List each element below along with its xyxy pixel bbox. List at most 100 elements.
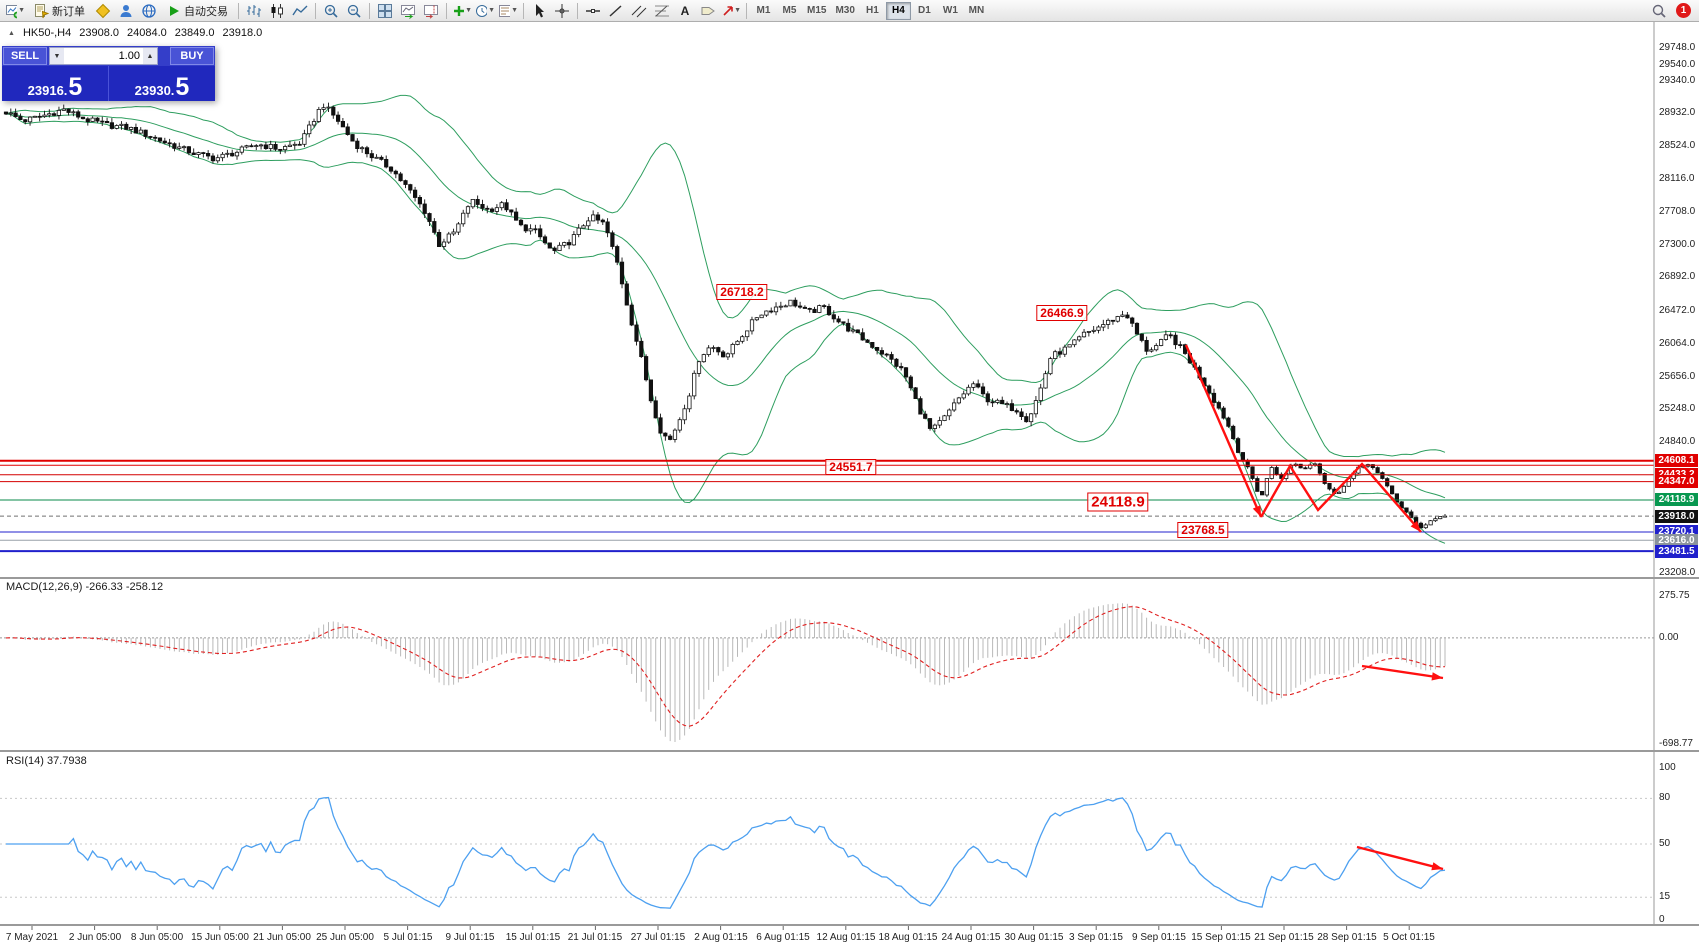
- community-icon[interactable]: [138, 1, 160, 21]
- bar-chart-mode-icon[interactable]: [243, 1, 265, 21]
- dropdown-caret-icon: ▼: [465, 7, 472, 14]
- indicators-button[interactable]: ▼: [451, 1, 473, 21]
- fibonacci-tool-icon[interactable]: [651, 1, 673, 21]
- equidistant-channel-tool-icon[interactable]: [628, 1, 650, 21]
- dropdown-caret-icon: ▼: [734, 7, 741, 14]
- timeframe-w1-button[interactable]: W1: [938, 2, 963, 20]
- trend-arrow-line: [1356, 845, 1444, 871]
- trade-prices-row: 23916. 5 23930. 5: [2, 66, 215, 101]
- label-tool-icon[interactable]: [697, 1, 719, 21]
- templates-button[interactable]: ▼: [497, 1, 519, 21]
- trend-arrow-head: [1410, 520, 1421, 532]
- play-icon: [170, 5, 179, 16]
- favorites-icon[interactable]: [92, 1, 114, 21]
- sell-button[interactable]: SELL: [3, 47, 47, 65]
- trend-arrow-line: [1361, 664, 1444, 680]
- search-icon[interactable]: [1648, 1, 1670, 21]
- sell-price[interactable]: 23916. 5: [2, 66, 109, 101]
- sell-price-big-digit: 5: [68, 73, 83, 101]
- candles-layer[interactable]: [3, 102, 1448, 529]
- toolbar-separator: [238, 2, 239, 19]
- trade-controls-row: SELL ▼ ▲ BUY: [2, 46, 215, 66]
- auto-scroll-icon[interactable]: [397, 1, 419, 21]
- new-order-label: 新订单: [52, 5, 85, 18]
- zoom-out-icon[interactable]: [343, 1, 365, 21]
- symbol-period-label: HK50-,H4: [22, 27, 72, 39]
- pane-dividers-layer[interactable]: [0, 22, 1699, 930]
- one-click-trading-panel: SELL ▼ ▲ BUY 23916. 5 23930. 5: [2, 46, 215, 101]
- macd-signal-line: [5, 606, 1446, 727]
- trend-arrow-line: [1259, 462, 1422, 533]
- trend-arrow-head: [1431, 672, 1443, 681]
- zoom-in-icon[interactable]: [320, 1, 342, 21]
- symbol-marker-icon: ▲: [8, 29, 15, 37]
- periods-button[interactable]: ▼: [474, 1, 496, 21]
- arrow-objects-button[interactable]: ▼: [720, 1, 742, 21]
- trend-arrow-line: [1184, 344, 1263, 518]
- pane-divider: [0, 750, 1699, 752]
- timeframe-m5-button[interactable]: M5: [777, 2, 802, 20]
- toolbar: ▼ 新订单 自动交易 ▼ ▼ ▼ A: [0, 0, 1699, 22]
- bollinger-upper-band: [5, 94, 1446, 458]
- timeframe-mn-button[interactable]: MN: [964, 2, 989, 20]
- line-chart-mode-icon[interactable]: [289, 1, 311, 21]
- rsi-pane-layer[interactable]: [0, 796, 1654, 909]
- bollinger-middle-band: [5, 112, 1446, 499]
- profile-icon[interactable]: [115, 1, 137, 21]
- text-tool-icon[interactable]: A: [674, 1, 696, 21]
- timeframe-h1-button[interactable]: H1: [860, 2, 885, 20]
- trend-arrow-head: [1252, 505, 1261, 517]
- buy-price-main: 23930.: [134, 83, 175, 98]
- new-order-button[interactable]: 新订单: [27, 1, 91, 21]
- timeframe-m30-button[interactable]: M30: [831, 2, 858, 20]
- dropdown-caret-icon: ▼: [18, 7, 25, 14]
- candlestick-mode-icon[interactable]: [266, 1, 288, 21]
- crosshair-tool-icon[interactable]: [551, 1, 573, 21]
- volume-increase-button[interactable]: ▲: [143, 48, 157, 64]
- toolbar-separator: [315, 2, 316, 19]
- volume-input[interactable]: [64, 48, 143, 64]
- pane-divider: [0, 924, 1699, 926]
- chart-ohlc-info: ▲ HK50-,H4 23908.0 24084.0 23849.0 23918…: [8, 27, 262, 39]
- close-value: 23918.0: [222, 27, 263, 39]
- horizontal-line-tool-icon[interactable]: [582, 1, 604, 21]
- text-tool-label: A: [680, 3, 690, 18]
- rsi-indicator-label: RSI(14) 37.7938: [6, 755, 87, 767]
- dropdown-caret-icon: ▼: [511, 7, 518, 14]
- timeframe-h4-button[interactable]: H4: [885, 1, 911, 20]
- timeframe-d1-button[interactable]: D1: [912, 2, 937, 20]
- toolbar-right-group: 1: [1648, 1, 1695, 21]
- low-value: 23849.0: [174, 27, 215, 39]
- volume-stepper: ▼ ▲: [49, 47, 158, 65]
- sell-price-main: 23916.: [27, 83, 68, 98]
- toolbar-separator: [746, 2, 747, 19]
- toolbar-separator: [523, 2, 524, 19]
- macd-pane-layer[interactable]: [0, 603, 1654, 742]
- timeframe-bar: M1 M5 M15 M30 H1 H4 D1 W1 MN: [751, 1, 989, 20]
- open-value: 23908.0: [79, 27, 119, 39]
- buy-price-big-digit: 5: [175, 73, 190, 101]
- cursor-tool-icon[interactable]: [528, 1, 550, 21]
- chart-shift-icon[interactable]: [420, 1, 442, 21]
- high-value: 24084.0: [127, 27, 167, 39]
- auto-trading-button[interactable]: 自动交易: [161, 1, 234, 21]
- timeframe-m1-button[interactable]: M1: [751, 2, 776, 20]
- rsi-line: [6, 796, 1446, 909]
- new-order-icon: [35, 3, 49, 18]
- timeframe-m15-button[interactable]: M15: [803, 2, 830, 20]
- horizontal-lines-layer[interactable]: [0, 459, 1654, 553]
- new-chart-button[interactable]: ▼: [4, 1, 26, 21]
- notification-badge[interactable]: 1: [1676, 3, 1691, 18]
- volume-decrease-button[interactable]: ▼: [50, 48, 64, 64]
- buy-price[interactable]: 23930. 5: [109, 66, 215, 101]
- trend-arrows-layer[interactable]: [1184, 344, 1444, 871]
- dropdown-caret-icon: ▼: [488, 7, 495, 14]
- bollinger-lower-band: [5, 113, 1446, 544]
- trend-arrow-head: [1431, 862, 1443, 871]
- buy-button[interactable]: BUY: [170, 47, 214, 65]
- trendline-tool-icon[interactable]: [605, 1, 627, 21]
- tile-windows-icon[interactable]: [374, 1, 396, 21]
- macd-indicator-label: MACD(12,26,9) -266.33 -258.12: [6, 581, 164, 593]
